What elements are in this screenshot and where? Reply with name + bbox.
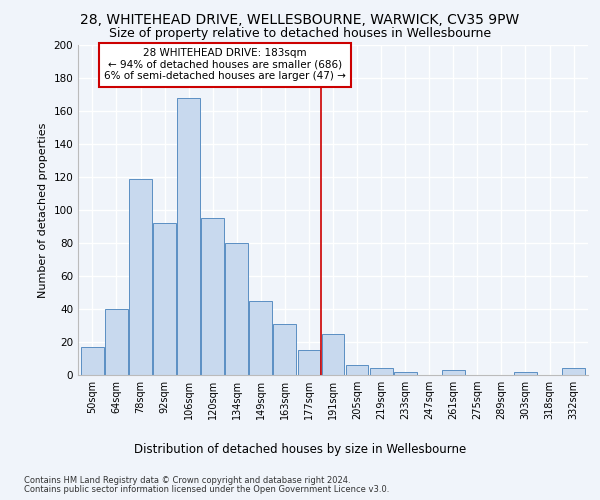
Bar [81, 347, 104, 375]
Bar [322, 334, 344, 375]
Bar [514, 372, 537, 375]
Bar [153, 223, 176, 375]
Bar [370, 368, 392, 375]
Text: Contains public sector information licensed under the Open Government Licence v3: Contains public sector information licen… [24, 485, 389, 494]
Bar [250, 300, 272, 375]
Bar [394, 372, 416, 375]
Bar [129, 178, 152, 375]
Bar [346, 365, 368, 375]
Text: 28 WHITEHEAD DRIVE: 183sqm
← 94% of detached houses are smaller (686)
6% of semi: 28 WHITEHEAD DRIVE: 183sqm ← 94% of deta… [104, 48, 346, 82]
Text: Size of property relative to detached houses in Wellesbourne: Size of property relative to detached ho… [109, 28, 491, 40]
Text: 28, WHITEHEAD DRIVE, WELLESBOURNE, WARWICK, CV35 9PW: 28, WHITEHEAD DRIVE, WELLESBOURNE, WARWI… [80, 12, 520, 26]
Bar [562, 368, 585, 375]
Y-axis label: Number of detached properties: Number of detached properties [38, 122, 48, 298]
Text: Distribution of detached houses by size in Wellesbourne: Distribution of detached houses by size … [134, 442, 466, 456]
Bar [226, 243, 248, 375]
Bar [442, 370, 465, 375]
Bar [201, 218, 224, 375]
Bar [105, 309, 128, 375]
Bar [274, 324, 296, 375]
Text: Contains HM Land Registry data © Crown copyright and database right 2024.: Contains HM Land Registry data © Crown c… [24, 476, 350, 485]
Bar [298, 350, 320, 375]
Bar [177, 98, 200, 375]
